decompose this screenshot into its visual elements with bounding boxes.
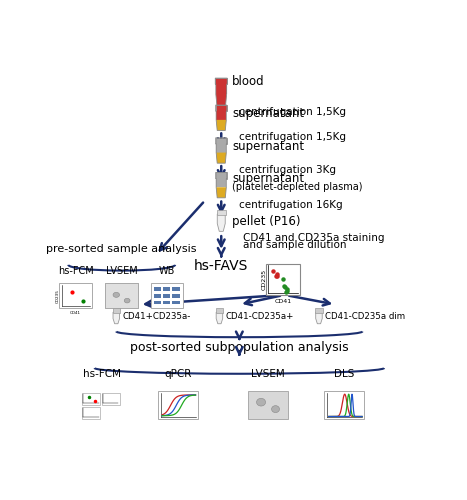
Text: pellet (P16): pellet (P16) bbox=[232, 215, 301, 228]
Polygon shape bbox=[217, 214, 225, 232]
Bar bbox=[216, 138, 227, 144]
Bar bbox=[215, 78, 227, 84]
Text: CD41+CD235a-: CD41+CD235a- bbox=[122, 312, 191, 322]
Text: supernatant: supernatant bbox=[232, 172, 304, 185]
Bar bbox=[82, 406, 100, 419]
Polygon shape bbox=[316, 312, 322, 324]
Text: centrifugation 3Kg: centrifugation 3Kg bbox=[240, 164, 336, 174]
Text: WB: WB bbox=[159, 266, 175, 276]
Text: hs-FCM: hs-FCM bbox=[83, 369, 121, 379]
Text: CD41-CD235a+: CD41-CD235a+ bbox=[226, 312, 294, 322]
Bar bbox=[315, 308, 323, 313]
Text: qPCR: qPCR bbox=[164, 369, 191, 379]
Bar bbox=[216, 144, 226, 152]
Bar bbox=[248, 391, 288, 419]
Polygon shape bbox=[216, 120, 226, 130]
Text: CD235: CD235 bbox=[56, 289, 60, 303]
Text: supernatant: supernatant bbox=[232, 108, 304, 120]
Ellipse shape bbox=[256, 398, 266, 406]
Bar bbox=[216, 172, 227, 178]
Bar bbox=[151, 284, 183, 308]
Bar bbox=[106, 284, 138, 308]
Text: centrifugation 16Kg: centrifugation 16Kg bbox=[240, 200, 343, 210]
Bar bbox=[82, 392, 100, 405]
Bar bbox=[216, 105, 227, 111]
Text: hs-FAVS: hs-FAVS bbox=[194, 259, 248, 273]
Bar bbox=[216, 178, 226, 187]
Bar bbox=[172, 287, 180, 290]
Text: centrifugation 1,5Kg: centrifugation 1,5Kg bbox=[240, 107, 347, 117]
Polygon shape bbox=[216, 94, 226, 106]
Text: pre-sorted sample analysis: pre-sorted sample analysis bbox=[46, 244, 197, 254]
Bar bbox=[163, 301, 170, 304]
Bar bbox=[59, 284, 92, 308]
Text: blood: blood bbox=[232, 74, 265, 88]
Text: LVSEM: LVSEM bbox=[251, 369, 285, 379]
Text: DLS: DLS bbox=[334, 369, 354, 379]
Bar bbox=[158, 391, 198, 419]
Bar bbox=[172, 301, 180, 304]
Bar bbox=[217, 210, 226, 215]
Bar bbox=[154, 301, 161, 304]
Bar bbox=[154, 287, 161, 290]
Text: centrifugation 1,5Kg: centrifugation 1,5Kg bbox=[240, 132, 347, 142]
Bar bbox=[163, 294, 170, 298]
Text: CD235: CD235 bbox=[262, 269, 266, 290]
Text: supernatant: supernatant bbox=[232, 140, 304, 153]
Ellipse shape bbox=[124, 298, 130, 303]
Text: and sample dilution: and sample dilution bbox=[243, 240, 347, 250]
Bar bbox=[106, 284, 138, 308]
Text: CD41 and CD235a staining: CD41 and CD235a staining bbox=[243, 233, 384, 243]
Polygon shape bbox=[216, 187, 226, 198]
Bar bbox=[216, 84, 226, 94]
Bar bbox=[216, 111, 226, 120]
Text: post-sorted subpopulation analysis: post-sorted subpopulation analysis bbox=[130, 342, 349, 354]
Text: LVSEM: LVSEM bbox=[106, 266, 138, 276]
Polygon shape bbox=[113, 312, 120, 324]
Text: (platelet-depleted plasma): (platelet-depleted plasma) bbox=[232, 182, 362, 192]
Text: hs-FCM: hs-FCM bbox=[58, 266, 93, 276]
Polygon shape bbox=[216, 152, 226, 163]
Bar bbox=[113, 308, 120, 313]
Bar bbox=[325, 391, 364, 419]
Bar bbox=[163, 287, 170, 290]
Bar bbox=[172, 294, 180, 298]
Ellipse shape bbox=[113, 292, 120, 298]
Text: CD41: CD41 bbox=[70, 311, 81, 315]
Bar bbox=[102, 392, 120, 405]
Polygon shape bbox=[216, 312, 223, 324]
Ellipse shape bbox=[271, 406, 280, 412]
Text: CD41-CD235a dim: CD41-CD235a dim bbox=[325, 312, 405, 322]
Text: CD41: CD41 bbox=[274, 299, 291, 304]
Bar bbox=[266, 264, 300, 295]
Bar bbox=[154, 294, 161, 298]
Bar bbox=[216, 308, 223, 313]
